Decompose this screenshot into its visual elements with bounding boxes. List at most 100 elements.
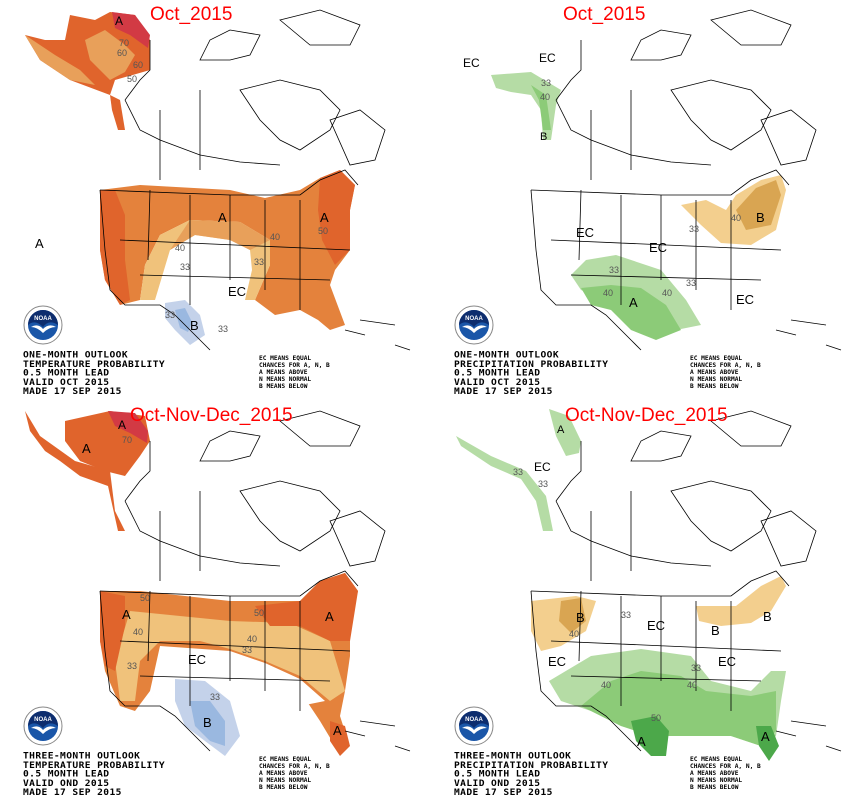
map-borders [99,9,411,351]
label-equal-chances: EC [649,240,667,255]
contour-33: 33 [691,663,701,673]
svg-text:NOAA: NOAA [34,316,52,322]
contour-40: 40 [569,629,579,639]
south-precip-above-40-region [581,671,776,746]
contour-60: 60 [117,48,127,58]
contour-33: 33 [541,78,551,88]
temperature-map: A A A A A B EC 70 50 40 33 50 40 33 33 [25,410,411,756]
northeast-precip-below-40-region [736,180,781,230]
contour-33: 33 [686,278,696,288]
label-below: B [763,609,772,624]
contour-40: 40 [731,213,741,223]
contour-33: 33 [538,479,548,489]
conus-above-40-region [170,220,270,250]
contour-50: 50 [127,74,137,84]
label-equal-chances: EC [736,292,754,307]
contour-40: 40 [247,634,257,644]
contour-50: 50 [651,713,661,723]
label-equal-chances: EC [548,654,566,669]
contour-40: 40 [270,232,280,242]
svg-text:NOAA: NOAA [34,717,52,723]
contour-40: 40 [662,288,672,298]
label-above: A [82,441,91,456]
label-equal-chances: EC [228,284,246,299]
ec-legend: EC MEANS EQUAL CHANCES FOR A, N, B A MEA… [690,355,761,390]
contour-33: 33 [513,467,523,477]
outlook-caption: THREE-MONTH OUTLOOK PRECIPITATION PROBAB… [454,751,609,798]
label-equal-chances: EC [534,460,551,474]
label-above: A [557,424,565,436]
contour-50: 50 [140,593,150,603]
label-equal-chances: EC [647,618,665,633]
noaa-logo-icon: NOAA [23,706,63,746]
label-below: B [190,318,199,333]
label-above: A [629,295,638,310]
contour-33: 33 [165,310,175,320]
west-coast-above-50-region [100,591,125,671]
alaska-above-50-region [85,30,135,80]
outlook-caption: ONE-MONTH OUTLOOK TEMPERATURE PROBABILIT… [23,350,166,397]
temperature-map: A A A A B EC 70 60 60 50 40 40 33 33 33 … [25,9,411,351]
panel-precipitation-oct-2015: EC EC EC EC EC A B B 33 40 33 40 40 33 3… [431,0,862,401]
panel-temperature-ond-2015: A A A A A B EC 70 50 40 33 50 40 33 33 O… [0,401,431,802]
label-below: B [540,131,547,143]
precipitation-map: EC EC EC EC EC A B B 33 40 33 40 40 33 3… [463,9,842,351]
contour-33: 33 [609,265,619,275]
contour-40: 40 [687,680,697,690]
noaa-logo-icon: NOAA [454,305,494,345]
southwest-below-40-region [190,701,225,746]
panel-temperature-oct-2015: A A A A B EC 70 60 60 50 40 40 33 33 33 … [0,0,431,401]
alaska-above-70-region [112,12,150,48]
label-below: B [203,715,212,730]
conus-ec-region [150,646,325,706]
contour-33: 33 [254,257,264,267]
label-above: A [333,723,342,738]
contour-70: 70 [119,38,129,48]
conus-above-50-region [100,170,355,330]
contour-33: 33 [218,324,228,334]
label-below: B [576,610,585,625]
contour-50: 50 [318,226,328,236]
panel-title: Oct_2015 [563,4,646,25]
contour-33: 33 [689,224,699,234]
alaska-precip-above-40-region [531,85,551,130]
conus-above-33-region [115,611,345,701]
texas-precip-above-50-region [631,716,669,756]
label-above: A [218,210,227,225]
contour-60: 60 [133,60,143,70]
contour-40: 40 [540,92,550,102]
florida-precip-above-50-region [756,726,779,761]
alaska-above-50-region [25,411,125,531]
north-alaska-precip-above-region [549,409,581,456]
label-below: B [756,210,765,225]
florida-above-region [330,721,350,756]
label-above: A [637,734,646,749]
alaska-precip-above-33-region [456,436,553,531]
panel-title: Oct-Nov-Dec_2015 [130,405,293,426]
label-equal-chances: EC [576,225,594,240]
west-coast-above-60-region [100,190,130,305]
label-equal-chances: EC [188,652,206,667]
svg-text:NOAA: NOAA [465,316,483,322]
map-borders [530,9,842,351]
contour-40: 40 [133,627,143,637]
ec-legend: EC MEANS EQUAL CHANCES FOR A, N, B A MEA… [259,355,330,390]
label-below: B [711,623,720,638]
panel-precipitation-ond-2015: EC EC EC EC A A A B B B 33 33 33 33 40 4… [431,401,862,802]
northeast-above-60-region [318,170,355,265]
panhandle-above-region [110,95,125,130]
map-borders [99,410,411,752]
contour-70: 70 [122,435,132,445]
label-above: A [115,14,123,28]
noaa-logo-icon: NOAA [454,706,494,746]
ec-legend: EC MEANS EQUAL CHANCES FOR A, N, B A MEA… [259,756,330,791]
contour-50: 50 [254,608,264,618]
contour-33: 33 [621,610,631,620]
contour-33: 33 [127,661,137,671]
map-borders [530,410,842,752]
northeast-precip-below-33-region [696,576,786,626]
contour-33: 33 [210,692,220,702]
outlook-caption: ONE-MONTH OUTLOOK PRECIPITATION PROBABIL… [454,350,609,397]
label-above: A [118,418,126,432]
label-above: A [325,609,334,624]
